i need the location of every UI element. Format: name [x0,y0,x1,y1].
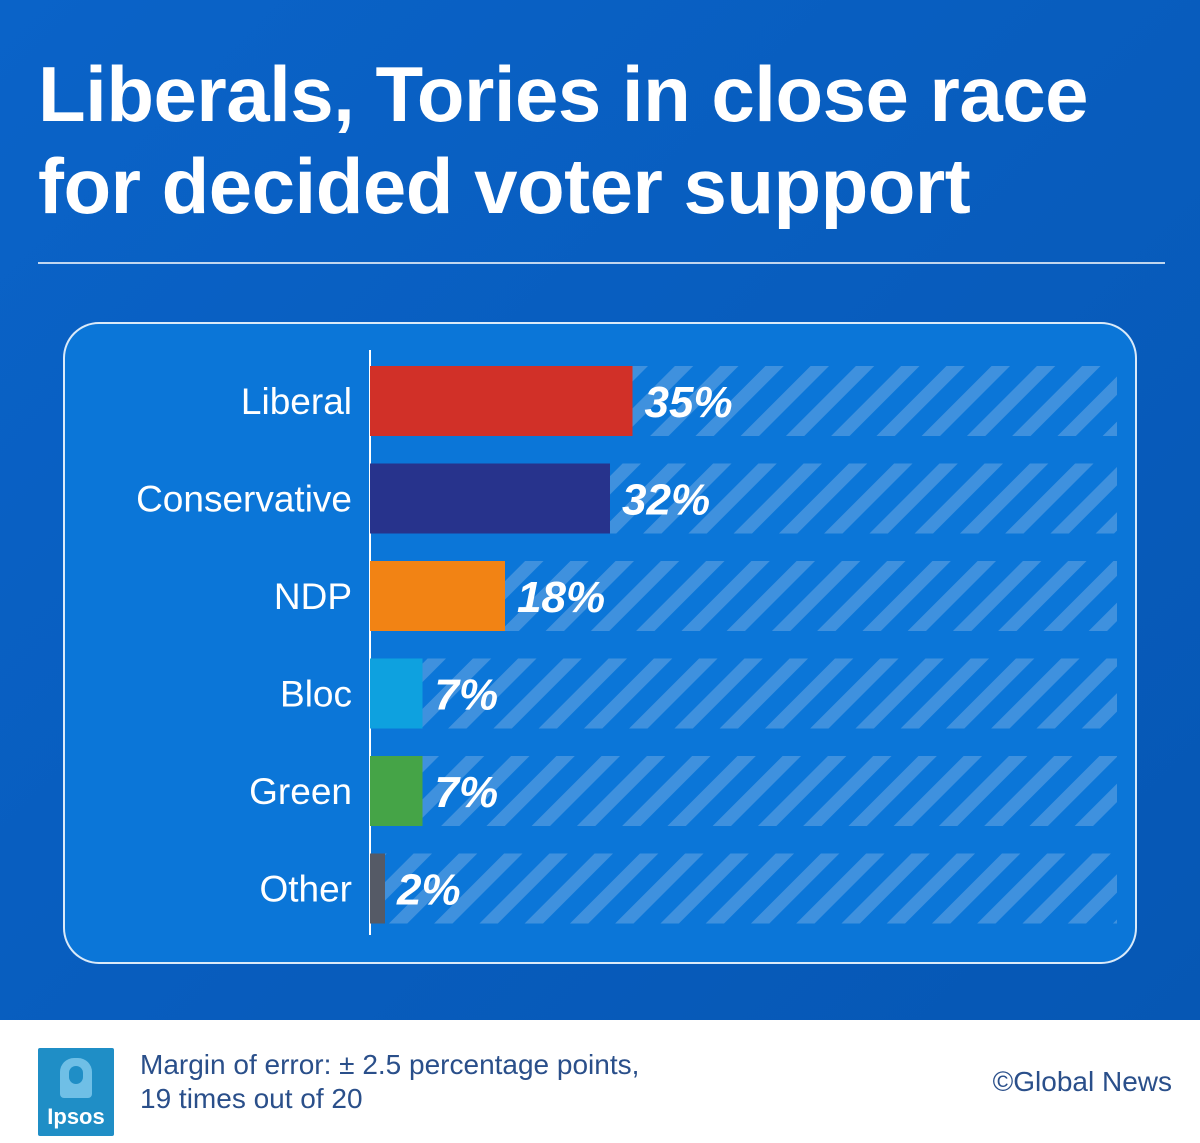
bar-track-other [370,853,1117,924]
value-label-bloc: 7% [435,671,499,720]
copyright-credit: ©Global News [992,1066,1172,1097]
bar-other [370,853,385,924]
bar-conservative [370,463,610,534]
title-divider [38,262,1165,264]
value-label-green: 7% [435,768,499,817]
margin-of-error-note: Margin of error: ± 2.5 percentage points… [140,1048,740,1116]
category-label-conservative: Conservative [136,479,352,520]
ipsos-logo-text: Ipsos [47,1104,105,1129]
category-label-green: Green [249,771,352,812]
category-label-bloc: Bloc [280,674,352,715]
bar-track-green [370,756,1117,826]
value-label-conservative: 32% [622,476,710,525]
value-label-other: 2% [396,866,461,915]
ipsos-logo-icon [60,1058,92,1098]
ipsos-logo: Ipsos [38,1048,114,1136]
bar-liberal [370,366,633,436]
margin-of-error-line-2: 19 times out of 20 [140,1083,363,1114]
value-label-liberal: 35% [645,378,733,427]
category-label-liberal: Liberal [241,381,352,422]
bar-chart: Liberal 35% Conservative 32% NDP 18% Bloc 7% Gre… [136,350,1117,935]
category-label-ndp: NDP [274,576,352,617]
margin-of-error-line-1: Margin of error: ± 2.5 percentage points… [140,1049,640,1080]
footer: Ipsos Margin of error: ± 2.5 percentage … [0,1020,1200,1143]
bar-bloc [370,658,423,729]
value-label-ndp: 18% [517,573,605,622]
chart-title: Liberals, Tories in close race for decid… [38,50,1089,230]
infographic-background: Liberals, Tories in close race for decid… [0,0,1200,1020]
bar-green [370,756,423,826]
bar-ndp [370,561,505,631]
category-label-other: Other [259,869,352,910]
bar-track-bloc [370,658,1117,729]
